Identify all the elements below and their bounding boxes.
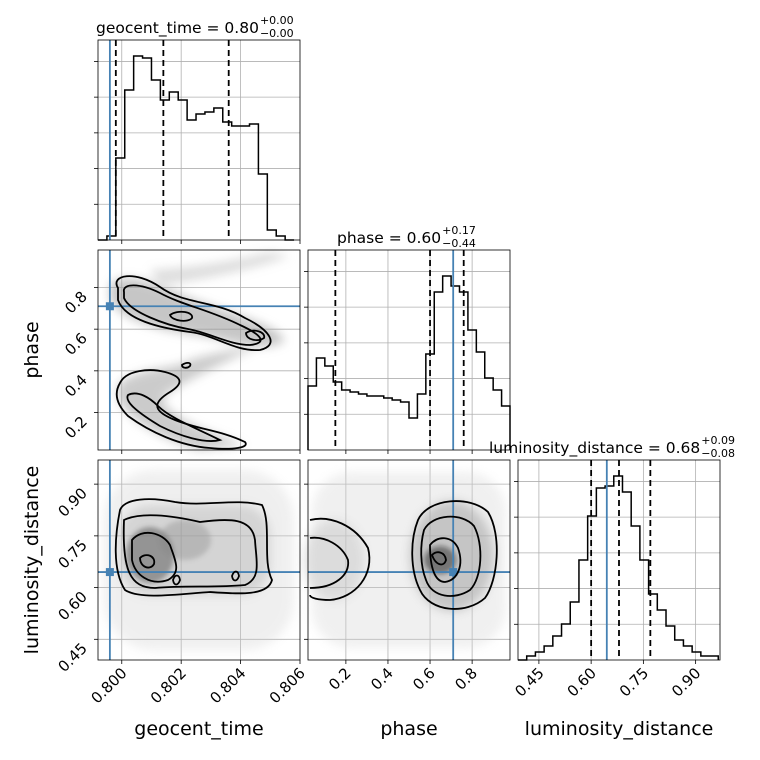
contour-line <box>430 551 447 566</box>
title-lower-error: −0.08 <box>701 447 735 460</box>
contour-line <box>131 531 178 583</box>
title-upper-error: +0.17 <box>442 224 476 237</box>
y-tick-label: 0.90 <box>54 484 90 520</box>
panel-geocent-time-marginal <box>98 40 300 240</box>
contours-distance-vs-phase <box>309 500 498 610</box>
x-axis-label-geocent_time: geocent_time <box>134 718 263 740</box>
marginal-title-phase: phase = 0.60 +0.17−0.44 <box>337 224 476 250</box>
contour-line <box>429 537 462 583</box>
x-tick-label: 0.806 <box>266 664 309 707</box>
panel-phase-marginal <box>308 250 510 450</box>
title-lower-error: −0.44 <box>442 237 476 250</box>
x-tick-label: 0.800 <box>87 664 130 707</box>
x-tick-label: 0.2 <box>325 664 355 694</box>
contour-line <box>115 369 247 450</box>
y-tick-label: 0.45 <box>54 639 90 675</box>
contour-line <box>172 574 181 586</box>
contours-distance-vs-geocent-time <box>114 498 273 597</box>
contour-line <box>139 554 156 569</box>
y-tick-label: 0.2 <box>61 413 91 443</box>
density-cloud <box>312 472 506 648</box>
y-axis-label-luminosity_distance: luminosity_distance <box>21 466 43 655</box>
x-tick-label: 0.804 <box>206 664 249 707</box>
truth-marker <box>449 568 458 577</box>
panel-frame <box>97 249 301 451</box>
y-axis-label-phase: phase <box>21 321 43 378</box>
contour-line <box>168 310 193 322</box>
density-cloud <box>118 345 260 450</box>
x-tick-label: 0.90 <box>668 664 704 700</box>
title-value: phase = 0.60 <box>337 229 441 247</box>
title-lower-error: −0.00 <box>260 27 294 40</box>
contour-line <box>114 498 273 597</box>
density-cloud <box>110 278 285 347</box>
contour-line <box>122 514 258 589</box>
panel-frame <box>97 39 301 241</box>
histogram-geocent_time <box>98 55 295 241</box>
contour-line <box>181 361 192 369</box>
panel-frame <box>307 249 511 451</box>
contour-line <box>411 500 498 610</box>
title-value: luminosity_distance = 0.68 <box>489 439 700 458</box>
panel-frame <box>97 459 301 661</box>
title-upper-error: +0.09 <box>701 434 735 447</box>
panel-frame <box>307 459 511 661</box>
x-tick-label: 0.4 <box>367 664 397 694</box>
contours-phase-vs-geocent-time <box>115 275 272 450</box>
contour-line <box>115 275 272 351</box>
title-upper-error: +0.00 <box>260 14 294 27</box>
y-tick-label: 0.60 <box>54 588 90 624</box>
marginal-title-geocent_time: geocent_time = 0.80 +0.00−0.00 <box>96 14 294 40</box>
x-tick-label: 0.8 <box>451 664 481 694</box>
contour-line <box>309 517 371 601</box>
title-value: geocent_time = 0.80 <box>96 19 259 38</box>
contour-line <box>126 392 223 442</box>
contour-line <box>309 536 349 589</box>
marginal-title-luminosity_distance: luminosity_distance = 0.68 +0.09−0.08 <box>489 434 735 460</box>
contour-line <box>231 570 240 582</box>
x-axis-label-luminosity_distance: luminosity_distance <box>525 718 714 740</box>
density-cloud <box>150 252 290 285</box>
y-tick-label: 0.8 <box>61 288 91 318</box>
truth-marker <box>105 302 114 311</box>
x-tick-label: 0.802 <box>147 664 190 707</box>
x-tick-label: 0.6 <box>409 664 439 694</box>
x-axis-label-phase: phase <box>380 718 437 740</box>
y-tick-label: 0.4 <box>61 371 91 401</box>
contour-line <box>245 329 266 341</box>
x-tick-label: 0.75 <box>616 664 652 700</box>
x-tick-label: 0.45 <box>511 664 547 700</box>
y-tick-label: 0.75 <box>54 536 90 572</box>
contour-line <box>420 515 482 597</box>
y-tick-label: 0.6 <box>61 329 91 359</box>
truth-marker <box>105 568 114 577</box>
histogram-phase <box>307 275 511 450</box>
panel-frame <box>517 459 721 661</box>
x-tick-label: 0.60 <box>564 664 600 700</box>
